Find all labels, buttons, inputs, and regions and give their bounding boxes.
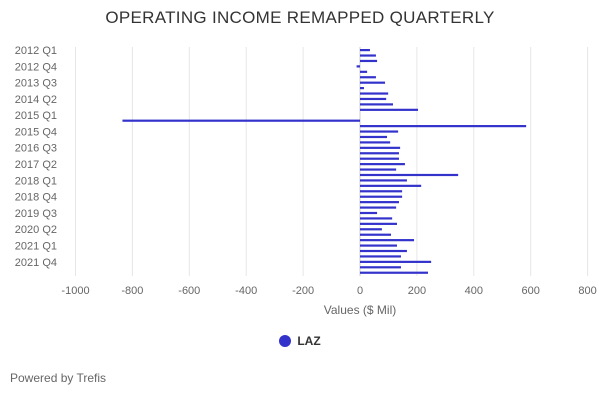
y-tick-label: 2018 Q1 [15, 175, 57, 187]
legend-label: LAZ [297, 334, 321, 348]
bar[interactable] [360, 146, 401, 149]
x-tick-label: -1000 [61, 285, 89, 297]
x-tick-label: -400 [235, 285, 257, 297]
x-axis-label: Values ($ Mil) [324, 303, 396, 317]
bar[interactable] [360, 184, 422, 187]
bar[interactable] [360, 222, 397, 225]
bar[interactable] [360, 81, 386, 84]
bar[interactable] [360, 179, 407, 182]
bar[interactable] [360, 173, 459, 177]
bar[interactable] [360, 49, 370, 52]
y-tick-label: 2015 Q1 [15, 110, 57, 122]
bar[interactable] [360, 108, 419, 111]
bar[interactable] [360, 206, 397, 209]
chart-title: OPERATING INCOME REMAPPED QUARTERLY [105, 8, 495, 27]
bar[interactable] [360, 249, 407, 253]
y-tick-label: 2018 Q4 [15, 192, 57, 204]
legend[interactable]: LAZ [0, 334, 600, 348]
bar[interactable] [360, 125, 527, 128]
y-tick-label: 2012 Q1 [15, 45, 57, 57]
y-tick-label: 2020 Q2 [15, 224, 57, 236]
y-tick-label: 2021 Q1 [15, 240, 57, 252]
x-tick-label: 400 [465, 285, 483, 297]
bar[interactable] [360, 92, 389, 95]
x-tick-label: -800 [121, 285, 143, 297]
powered-by: Powered by Trefis [10, 371, 107, 385]
bar[interactable] [360, 201, 399, 204]
x-tick-label: 600 [522, 285, 540, 297]
bar[interactable] [360, 239, 415, 242]
bar[interactable] [360, 70, 368, 73]
y-tick-label: 2021 Q4 [15, 257, 57, 269]
bar[interactable] [360, 87, 364, 90]
x-tick-label: 200 [408, 285, 426, 297]
y-tick-label: 2019 Q3 [15, 208, 57, 220]
y-tick-label: 2014 Q2 [15, 94, 57, 106]
y-tick-label: 2013 Q3 [15, 78, 57, 90]
bar[interactable] [360, 163, 405, 166]
bar[interactable] [360, 271, 428, 274]
y-tick-label: 2017 Q2 [15, 159, 57, 171]
bar[interactable] [360, 76, 376, 79]
bar[interactable] [360, 228, 382, 231]
bar[interactable] [360, 54, 376, 57]
bar[interactable] [360, 168, 397, 171]
x-tick-label: 800 [578, 285, 596, 297]
bar[interactable] [360, 217, 393, 220]
y-tick-label: 2016 Q3 [15, 143, 57, 155]
x-tick-label: 0 [357, 285, 363, 297]
bar[interactable] [356, 65, 360, 68]
bar[interactable] [360, 97, 387, 101]
legend-marker [279, 335, 292, 347]
x-tick-label: -200 [292, 285, 314, 297]
y-tick-label: 2015 Q4 [15, 126, 57, 138]
x-tick-label: -600 [178, 285, 200, 297]
bar[interactable] [360, 59, 378, 63]
bar[interactable] [360, 103, 394, 106]
bar[interactable] [360, 244, 397, 247]
bar[interactable] [360, 157, 399, 160]
bar[interactable] [360, 130, 399, 133]
bar[interactable] [360, 135, 388, 139]
bar[interactable] [360, 152, 399, 155]
bar[interactable] [360, 266, 401, 269]
y-tick-label: 2012 Q4 [15, 61, 57, 73]
bar[interactable] [122, 119, 360, 122]
bar[interactable] [360, 141, 391, 144]
bar[interactable] [360, 260, 432, 263]
bar[interactable] [360, 211, 378, 215]
bar[interactable] [360, 190, 403, 193]
bar[interactable] [360, 255, 401, 258]
bar[interactable] [360, 195, 403, 198]
bar[interactable] [360, 233, 392, 236]
